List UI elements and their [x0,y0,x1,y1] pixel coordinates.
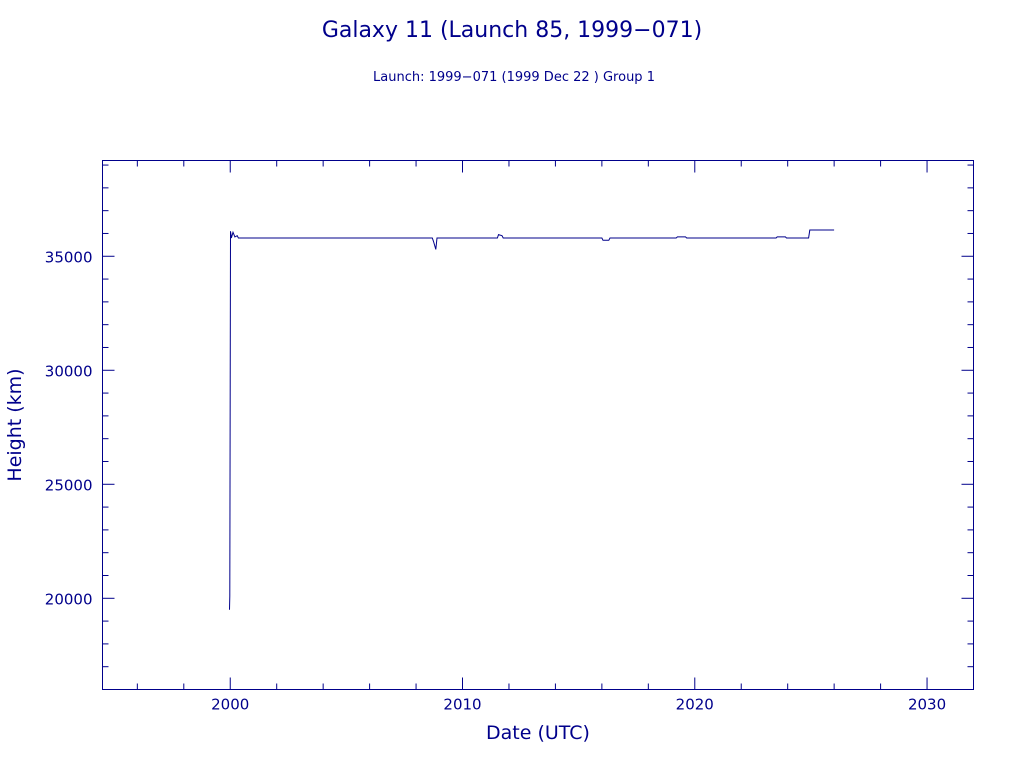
y-tick-label: 20000 [45,590,93,608]
y-tick-label: 35000 [45,248,93,266]
plot-frame [102,160,974,690]
y-axis-label: Height (km) [4,368,26,481]
y-tick-label: 30000 [45,362,93,380]
x-tick-label: 2030 [908,696,946,714]
x-tick-label: 2000 [211,696,249,714]
axis-ticks [102,160,974,690]
chart-subtitle: Launch: 1999−071 (1999 Dec 22 ) Group 1 [373,70,655,85]
x-tick-label: 2020 [676,696,714,714]
series-line-height [229,229,835,610]
chart-title: Galaxy 11 (Launch 85, 1999−071) [322,18,702,43]
y-tick-label: 25000 [45,476,93,494]
x-tick-label: 2010 [443,696,481,714]
axis-tick-labels: 2000 2010 2020 2030 20000 25000 30000 35000 [45,248,946,713]
x-axis-label: Date (UTC) [486,722,590,744]
